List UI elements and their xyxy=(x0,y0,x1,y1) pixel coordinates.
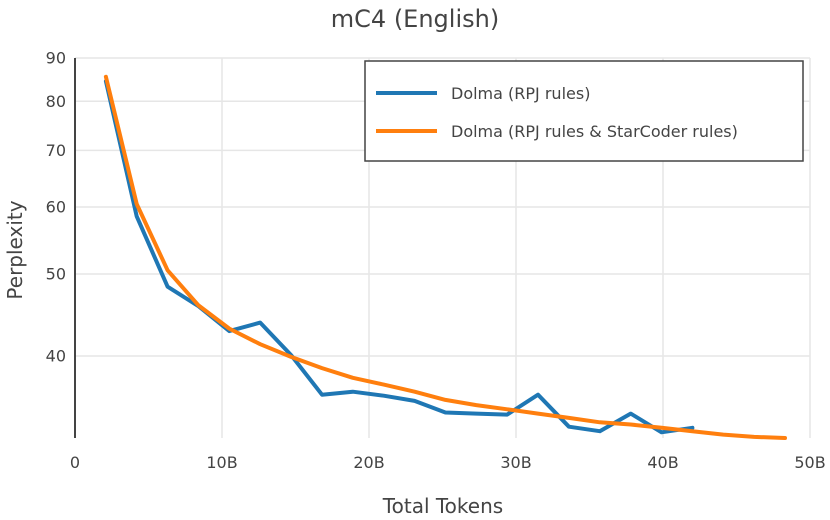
tick-labels: 0 10B 20B 30B 40B 50B 40 50 60 70 80 90 xyxy=(46,49,826,473)
series-lines xyxy=(103,74,787,440)
y-tick-label: 50 xyxy=(46,264,66,283)
legend-label-dolma-rpj: Dolma (RPJ rules) xyxy=(451,84,590,103)
x-tick-label: 0 xyxy=(70,453,80,472)
x-tick-label: 40B xyxy=(647,453,678,472)
legend-box xyxy=(364,60,804,162)
chart-title: mC4 (English) xyxy=(331,5,499,33)
legend: Dolma (RPJ rules) Dolma (RPJ rules & Sta… xyxy=(364,60,804,162)
x-tick-label: 30B xyxy=(500,453,531,472)
y-tick-label: 70 xyxy=(46,141,66,160)
y-tick-label: 60 xyxy=(46,197,66,216)
y-axis-title: Perplexity xyxy=(3,200,27,299)
x-axis-title: Total Tokens xyxy=(382,494,503,518)
series-line-1 xyxy=(103,74,787,440)
x-tick-label: 20B xyxy=(353,453,384,472)
x-tick-label: 10B xyxy=(206,453,237,472)
y-tick-label: 80 xyxy=(46,92,66,111)
legend-label-dolma-rpj-starcoder: Dolma (RPJ rules & StarCoder rules) xyxy=(451,122,738,141)
y-tick-label: 40 xyxy=(46,346,66,365)
y-tick-label: 90 xyxy=(46,49,66,68)
x-tick-label: 50B xyxy=(794,453,825,472)
